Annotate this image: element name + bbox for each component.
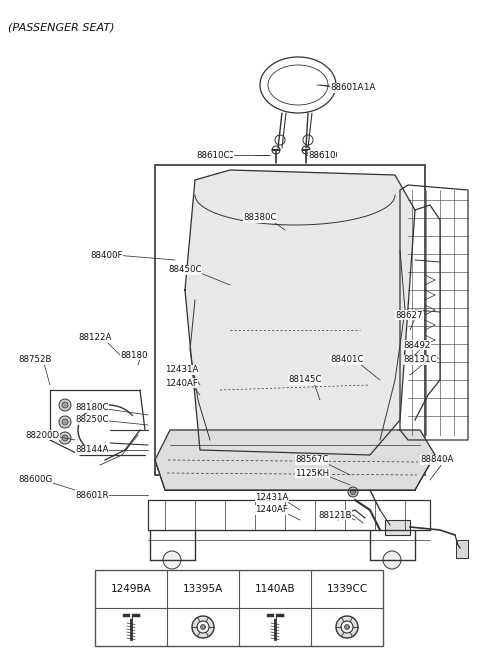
Circle shape [62,402,68,408]
Circle shape [348,487,358,497]
Text: 88144A: 88144A [75,445,108,455]
Text: 88610: 88610 [308,151,336,160]
Text: 88610: 88610 [310,151,337,160]
Text: 1249BA: 1249BA [110,584,151,594]
Circle shape [201,624,205,629]
Text: 88840A: 88840A [420,455,454,464]
Text: 12431A: 12431A [165,365,198,375]
Text: 88180: 88180 [120,350,147,360]
Circle shape [59,399,71,411]
Text: 88400F: 88400F [90,250,122,259]
Text: 88600G: 88600G [18,476,52,485]
Circle shape [383,551,401,569]
Text: 88180C: 88180C [75,403,108,413]
Circle shape [302,146,310,154]
Polygon shape [185,170,415,455]
Circle shape [197,621,209,633]
Text: 88627: 88627 [395,310,422,320]
Circle shape [336,616,358,638]
Text: 13395A: 13395A [183,584,223,594]
Text: 88122A: 88122A [78,333,111,343]
Text: 12431A: 12431A [255,493,288,502]
Text: 88492: 88492 [403,341,431,350]
Bar [456,540,468,558]
Circle shape [341,621,353,633]
Circle shape [272,146,280,154]
Text: 88567C: 88567C [295,455,328,464]
Text: 88200D: 88200D [25,430,59,440]
Circle shape [192,616,214,638]
Circle shape [62,435,68,441]
Text: 88752B: 88752B [18,356,51,364]
Circle shape [62,419,68,425]
Text: 88601R: 88601R [75,491,108,500]
Text: 88450C: 88450C [168,265,202,274]
Text: (PASSENGER SEAT): (PASSENGER SEAT) [8,22,115,32]
Text: 88601A: 88601A [342,83,375,92]
Text: 88610C: 88610C [196,151,229,160]
Polygon shape [155,430,435,490]
Text: 88250C: 88250C [75,415,108,424]
Bar [95,570,383,646]
Text: 88131C: 88131C [403,356,436,364]
Bar [385,520,410,535]
Text: 1339CC: 1339CC [326,584,368,594]
Circle shape [59,432,71,444]
Circle shape [59,416,71,428]
Text: 88121B: 88121B [318,510,351,519]
Text: 88601A: 88601A [330,83,363,92]
Text: 1240AF: 1240AF [255,506,288,514]
Circle shape [350,489,356,495]
Text: 88610C: 88610C [200,151,233,160]
Text: 88401C: 88401C [330,356,363,364]
Bar [155,165,425,475]
Circle shape [345,624,349,629]
Text: 1125KH: 1125KH [295,468,329,477]
Text: 88145C: 88145C [288,375,322,384]
Circle shape [163,551,181,569]
Text: 1240AF: 1240AF [165,379,198,388]
Text: 1140AB: 1140AB [255,584,295,594]
Text: 88380C: 88380C [243,214,276,223]
